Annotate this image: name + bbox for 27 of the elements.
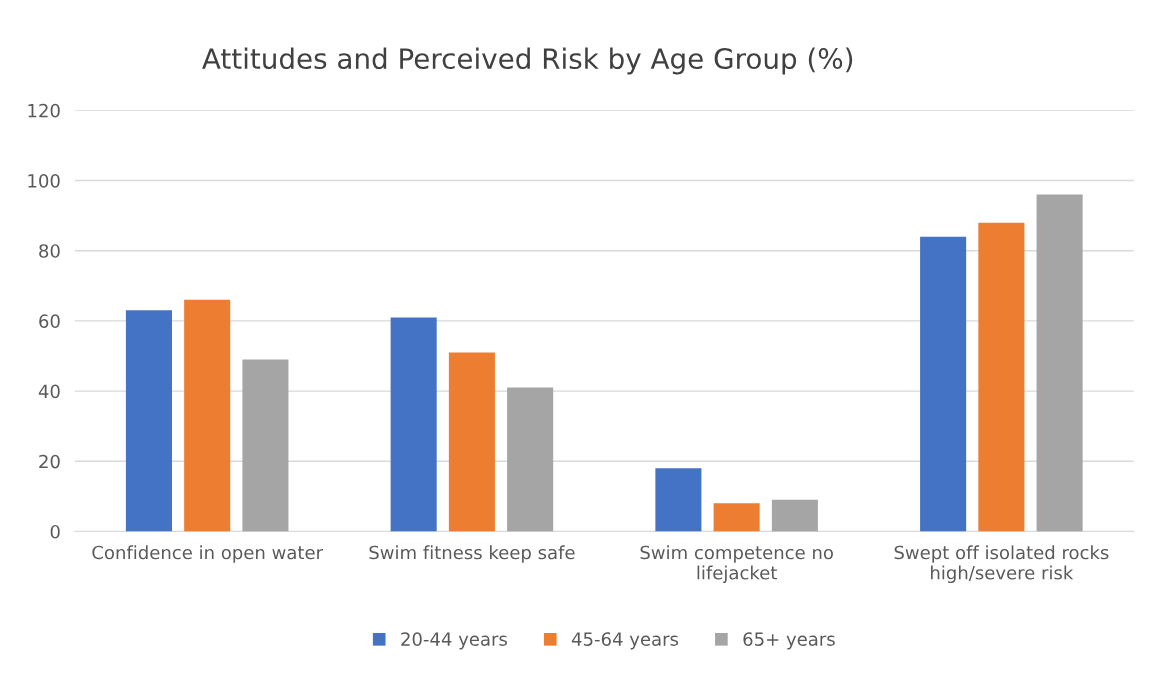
x-tick-label: Swim fitness keep safe [369, 545, 575, 563]
bar [184, 299, 231, 532]
bar [771, 499, 818, 532]
bar [978, 222, 1025, 532]
bar [448, 352, 495, 532]
bar [390, 317, 437, 532]
x-tick-label: Swept off isolated rocks high/severe risk [894, 545, 1109, 584]
chart-title: Attitudes and Perceived Risk by Age Group (%) [202, 47, 853, 75]
bar [1036, 194, 1083, 532]
legend-label: 45-64 years [571, 632, 679, 650]
legend-label: 20-44 years [401, 632, 507, 650]
bar [125, 310, 172, 532]
bar [713, 503, 760, 532]
y-tick-label: 0 [50, 524, 60, 539]
y-tick-label: 100 [28, 173, 60, 188]
y-tick-label: 60 [39, 314, 60, 329]
bar [920, 236, 967, 532]
bar [242, 359, 289, 532]
bar [655, 468, 702, 532]
x-tick-label: Swim competence no lifejacket [640, 545, 833, 584]
legend-label: 65+ years [743, 632, 835, 650]
y-tick-label: 40 [38, 384, 60, 399]
x-tick-label: Confidence in open water [92, 545, 324, 563]
y-tick-label: 20 [39, 454, 60, 469]
y-tick-label: 80 [39, 244, 60, 258]
bar [507, 387, 554, 532]
y-tick-label: 120 [28, 103, 60, 118]
